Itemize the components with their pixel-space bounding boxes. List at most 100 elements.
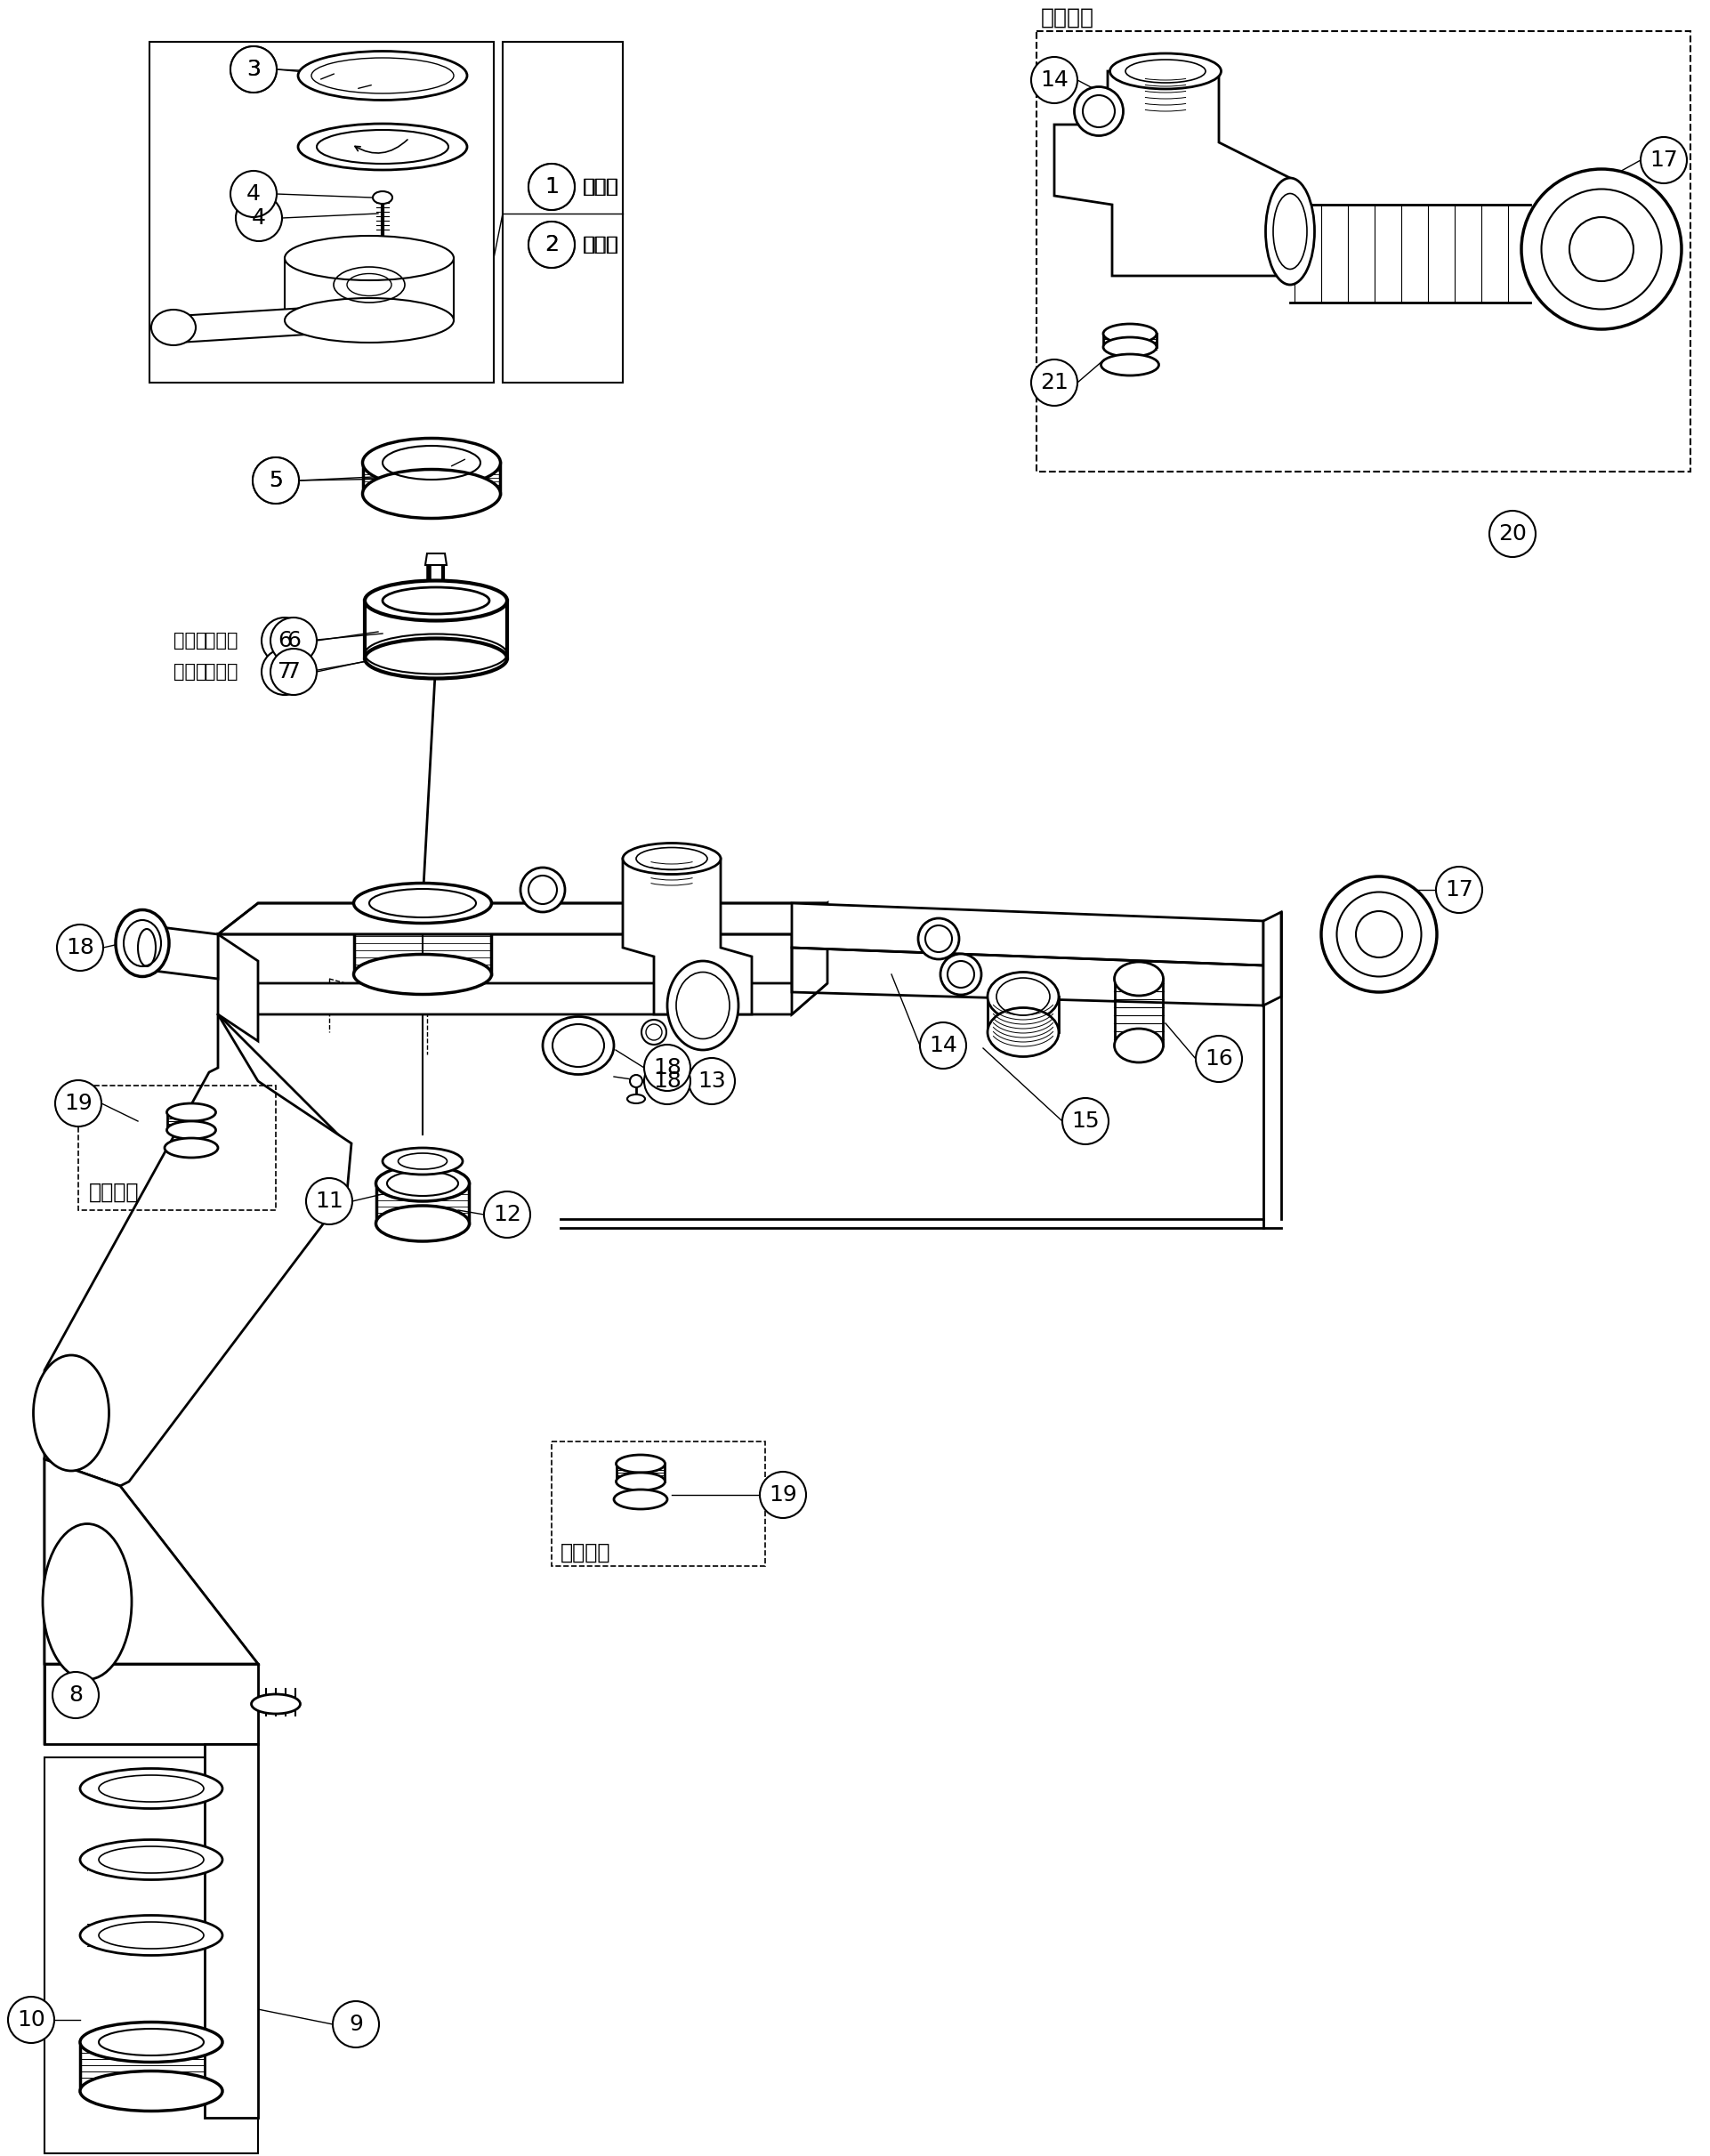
Ellipse shape — [667, 962, 739, 1050]
Circle shape — [9, 1996, 55, 2044]
Circle shape — [270, 649, 316, 694]
Text: 下吐水: 下吐水 — [583, 179, 619, 196]
Circle shape — [1640, 138, 1686, 183]
Ellipse shape — [168, 1104, 215, 1121]
Text: 上吐水: 上吐水 — [173, 662, 207, 681]
Text: 9: 9 — [349, 2014, 363, 2035]
Ellipse shape — [542, 1018, 614, 1074]
Circle shape — [262, 617, 308, 664]
Ellipse shape — [520, 867, 564, 912]
Text: 2: 2 — [544, 235, 559, 254]
Polygon shape — [1264, 912, 1281, 1005]
Ellipse shape — [373, 192, 392, 205]
Circle shape — [528, 222, 575, 267]
Circle shape — [528, 164, 575, 209]
Ellipse shape — [622, 843, 720, 873]
Polygon shape — [44, 1460, 258, 1744]
Ellipse shape — [168, 1121, 215, 1138]
Ellipse shape — [80, 1915, 222, 1955]
Polygon shape — [284, 259, 453, 321]
Text: 18: 18 — [653, 1069, 682, 1091]
Ellipse shape — [164, 1138, 217, 1158]
Text: 10: 10 — [17, 2009, 44, 2031]
Text: 上吐水: 上吐水 — [205, 662, 238, 681]
Polygon shape — [217, 903, 828, 934]
Ellipse shape — [363, 470, 501, 517]
Circle shape — [484, 1192, 530, 1238]
Ellipse shape — [1115, 962, 1163, 996]
Ellipse shape — [1103, 323, 1156, 343]
Polygon shape — [792, 903, 1264, 966]
Ellipse shape — [383, 1147, 463, 1175]
Text: 11: 11 — [315, 1190, 344, 1212]
Circle shape — [689, 1059, 735, 1104]
Circle shape — [759, 1473, 805, 1518]
Ellipse shape — [629, 1076, 643, 1087]
Ellipse shape — [80, 2022, 222, 2061]
Text: 13: 13 — [698, 1069, 725, 1091]
Text: 19: 19 — [65, 1093, 92, 1115]
Circle shape — [231, 45, 277, 93]
Ellipse shape — [641, 1020, 667, 1046]
Ellipse shape — [1101, 354, 1159, 375]
Text: 1: 1 — [544, 177, 559, 198]
Text: 17: 17 — [1445, 880, 1474, 901]
Polygon shape — [44, 1664, 258, 1744]
Circle shape — [270, 617, 316, 664]
Ellipse shape — [150, 310, 195, 345]
Text: 下吐水: 下吐水 — [583, 179, 619, 196]
Text: 6: 6 — [277, 630, 292, 651]
Circle shape — [55, 1080, 101, 1125]
Text: 16: 16 — [1206, 1048, 1233, 1069]
Text: 上吐水: 上吐水 — [583, 235, 619, 254]
Text: 21: 21 — [1040, 373, 1069, 392]
Ellipse shape — [616, 1473, 665, 1490]
Text: 4: 4 — [246, 183, 260, 205]
Ellipse shape — [80, 1768, 222, 1809]
Circle shape — [528, 222, 575, 267]
Text: 寒冷地用: 寒冷地用 — [89, 1181, 139, 1203]
Text: 14: 14 — [1040, 69, 1069, 91]
Ellipse shape — [1522, 168, 1681, 330]
Ellipse shape — [364, 580, 508, 621]
Text: 寒冷地用: 寒冷地用 — [561, 1542, 610, 1563]
Circle shape — [1436, 867, 1483, 912]
Text: 12: 12 — [492, 1203, 522, 1225]
Polygon shape — [156, 306, 320, 343]
Ellipse shape — [614, 1490, 667, 1509]
Text: 寒冷地用: 寒冷地用 — [1041, 6, 1094, 28]
Ellipse shape — [628, 1095, 645, 1104]
Polygon shape — [1055, 71, 1289, 276]
Ellipse shape — [116, 910, 169, 977]
Circle shape — [645, 1059, 691, 1104]
Polygon shape — [205, 1744, 258, 2117]
Circle shape — [236, 194, 282, 241]
Ellipse shape — [1103, 336, 1156, 356]
Ellipse shape — [43, 1524, 132, 1680]
Text: 19: 19 — [770, 1483, 797, 1505]
Text: 3: 3 — [246, 58, 260, 80]
Text: 5: 5 — [268, 470, 282, 492]
Polygon shape — [792, 903, 828, 1013]
Text: 上吐水: 上吐水 — [583, 235, 619, 254]
Ellipse shape — [298, 52, 467, 99]
Polygon shape — [147, 925, 217, 979]
Text: 6: 6 — [287, 630, 301, 651]
Ellipse shape — [284, 298, 453, 343]
Circle shape — [56, 925, 103, 970]
Circle shape — [262, 649, 308, 694]
Circle shape — [1195, 1035, 1241, 1082]
Polygon shape — [426, 554, 446, 565]
Circle shape — [1062, 1097, 1108, 1145]
Ellipse shape — [376, 1166, 469, 1201]
Text: 15: 15 — [1072, 1110, 1100, 1132]
Ellipse shape — [363, 438, 501, 487]
Circle shape — [253, 457, 299, 505]
Text: 17: 17 — [1650, 149, 1678, 170]
Ellipse shape — [80, 1839, 222, 1880]
Text: 7: 7 — [277, 662, 292, 683]
Text: 18: 18 — [67, 938, 94, 957]
Circle shape — [306, 1177, 352, 1225]
Ellipse shape — [298, 123, 467, 170]
Ellipse shape — [251, 1695, 301, 1714]
